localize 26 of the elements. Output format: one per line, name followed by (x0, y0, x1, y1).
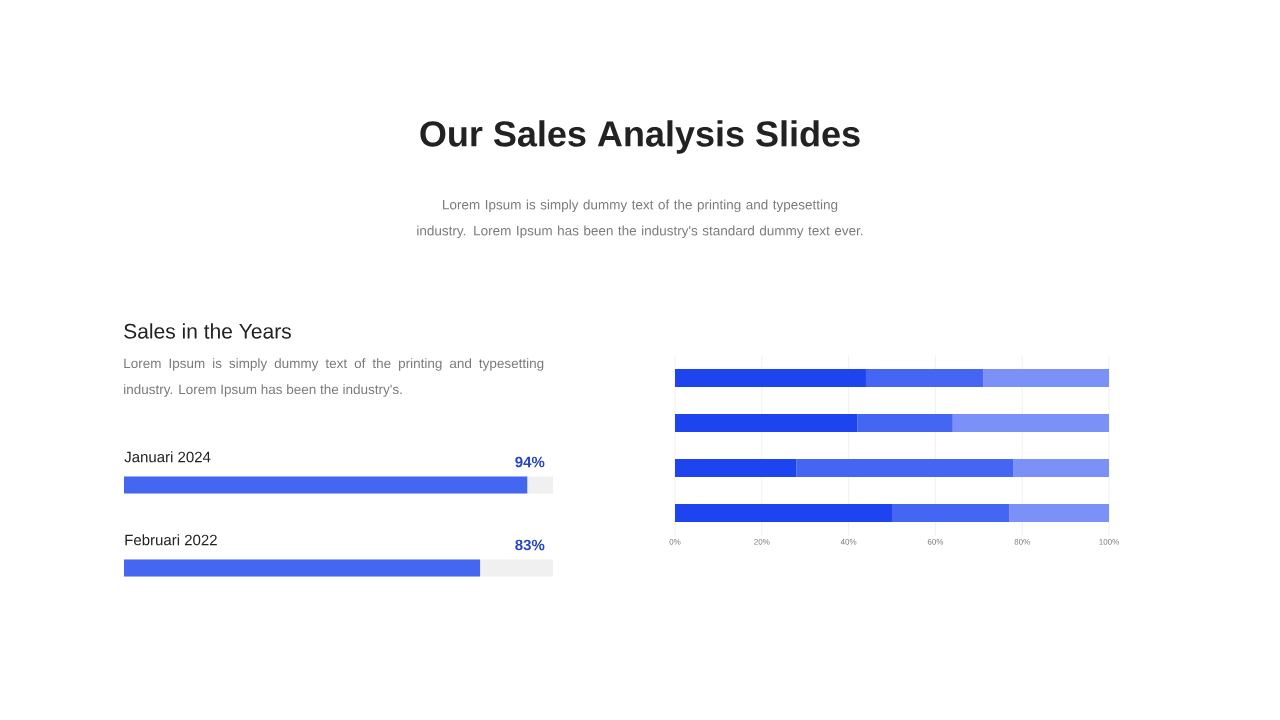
bar (675, 369, 866, 387)
bar (1013, 459, 1109, 477)
x-tick-label: 0% (669, 539, 681, 545)
y-tick-label: Januari 2024 (124, 451, 211, 463)
bar (675, 504, 893, 522)
bar (857, 414, 953, 432)
bar (865, 369, 984, 387)
data-label: 83% (515, 539, 545, 551)
x-tick-label: 40% (840, 539, 857, 545)
bar (675, 459, 797, 477)
y-tick-label: Februari 2022 (125, 534, 217, 546)
x-tick-label: 60% (927, 539, 944, 545)
bar (892, 504, 1010, 522)
text: Lorem Ipsum is simply dummy text of the printing and typesetting industry. Lorem Ipsum has been the industry's. (124, 358, 544, 397)
x-tick-label: 20% (754, 539, 770, 545)
bar (675, 414, 858, 432)
text: Our Sales Analysis Slides (420, 120, 860, 154)
text: Lorem Ipsum is simply dummy text of the printing and typesetting industry. Lorem Ipsum has been the industry's standard dummy text ever. (417, 199, 863, 239)
text: Sales in the Years (124, 323, 291, 339)
bar (952, 414, 1109, 432)
data-label: 94% (515, 456, 545, 468)
bar (983, 369, 1109, 387)
x-tick-label: 80% (1014, 539, 1030, 545)
bar (796, 459, 1014, 477)
bar (1009, 504, 1109, 522)
x-tick-label: 100% (1099, 539, 1119, 545)
